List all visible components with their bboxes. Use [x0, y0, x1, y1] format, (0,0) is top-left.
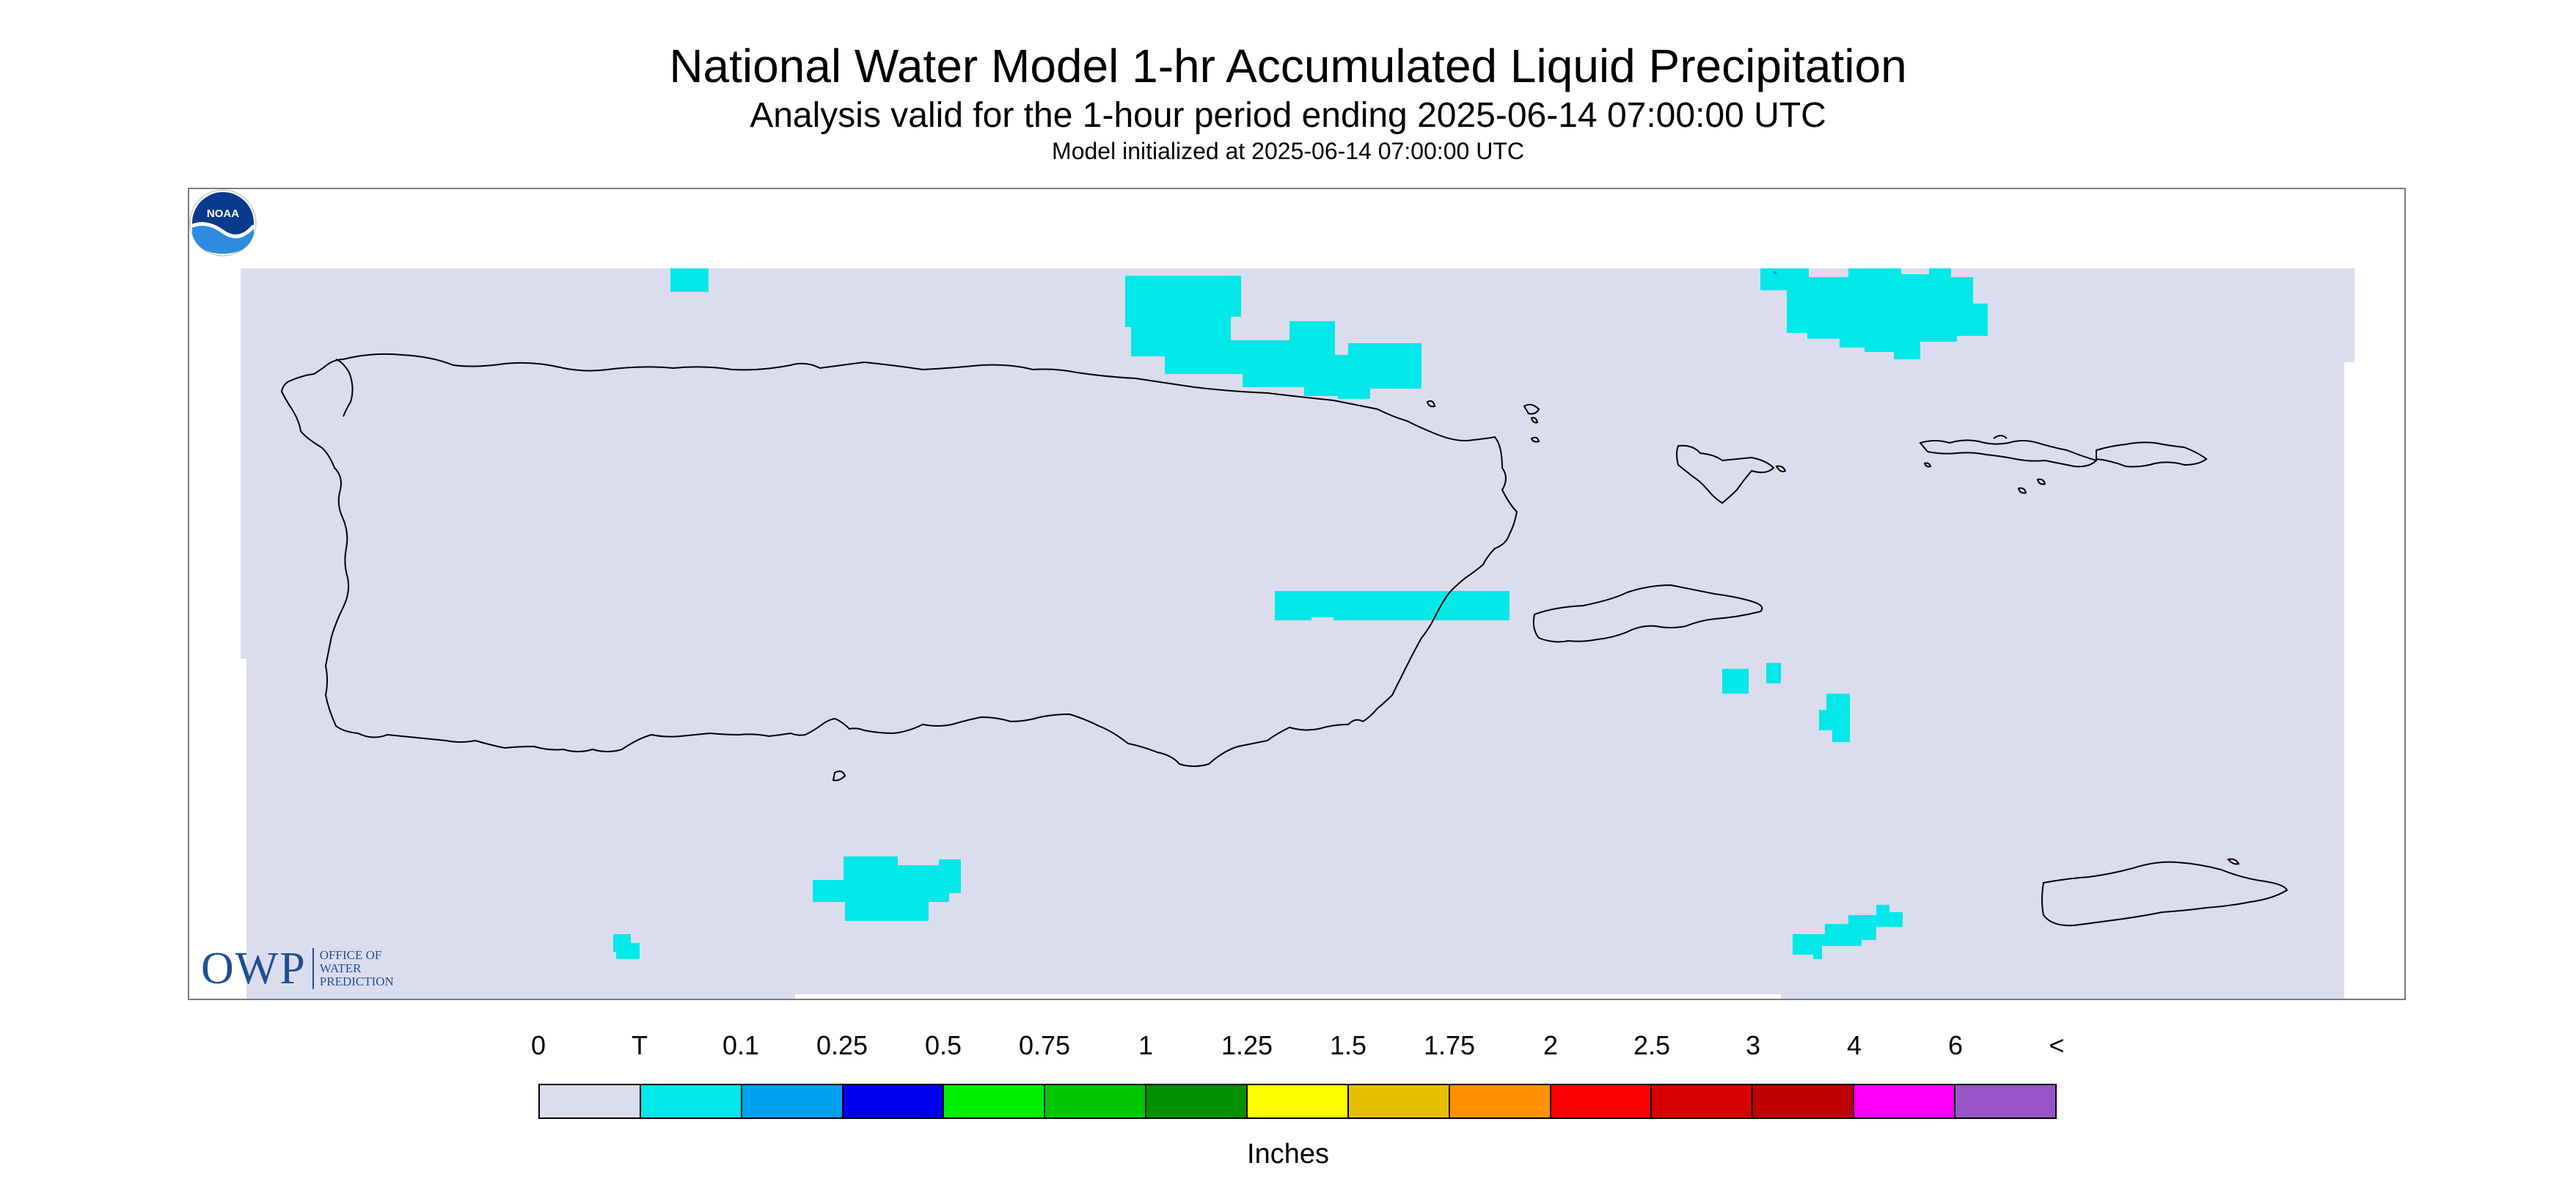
legend-swatch — [640, 1085, 742, 1117]
precip-patch — [670, 268, 709, 292]
legend-swatch — [742, 1085, 844, 1117]
legend-swatch — [1146, 1085, 1248, 1117]
model-init-text: Model initialized at 2025-06-14 07:00:00… — [1052, 138, 1524, 164]
puerto-rico-outline-west — [335, 359, 354, 417]
precip-patch — [813, 856, 961, 921]
owp-logo: OWP OFFICE OF WATER PREDICTION — [201, 943, 394, 994]
owp-logo-line: WATER — [319, 961, 362, 975]
legend-tick-label: 1 — [1138, 1030, 1154, 1060]
map-title: National Water Model 1-hr Accumulated Li… — [669, 40, 1907, 92]
small-cay-3 — [2017, 487, 2027, 494]
precip-patch — [1760, 268, 1988, 359]
owp-logo-text: OFFICE OF WATER PREDICTION — [320, 949, 394, 988]
owp-logo-mark: OWP — [201, 943, 307, 994]
precip-patch — [1819, 694, 1850, 742]
svg-text:NOAA: NOAA — [207, 208, 239, 220]
offshore-cay — [1426, 400, 1436, 408]
legend-tick-label: 2.5 — [1633, 1030, 1671, 1060]
precip-patch — [613, 934, 640, 959]
legend-swatch — [1248, 1085, 1349, 1117]
legend-tick-label: 3 — [1745, 1030, 1761, 1060]
small-cay — [1530, 416, 1539, 424]
legend-units-label: Inches — [1247, 1139, 1329, 1170]
legend-tick-label: 0.5 — [924, 1030, 962, 1060]
legend-tick-label: 2 — [1543, 1030, 1559, 1060]
puerto-rico-coastline — [280, 353, 1518, 767]
map-canvas — [241, 268, 2354, 999]
legend-tick-label: 1.5 — [1329, 1030, 1367, 1060]
legend-tick-label: 1.25 — [1221, 1030, 1273, 1060]
legend-tick-label: 1.75 — [1423, 1030, 1476, 1060]
st-thomas-coastline — [1919, 439, 2098, 468]
legend-swatch — [1551, 1085, 1653, 1117]
culebra-coastline — [1523, 403, 1540, 415]
legend-swatch — [1753, 1085, 1855, 1117]
legend-tick-label: 0.1 — [722, 1030, 760, 1060]
precip-patch — [1774, 271, 1777, 274]
legend-swatch — [1854, 1085, 1956, 1117]
st-john-coastline — [2096, 441, 2208, 468]
precip-patch — [1722, 669, 1749, 694]
legend-tick-label: 0.75 — [1018, 1030, 1071, 1060]
legend-tick-label: 6 — [1947, 1030, 1964, 1060]
model-domain — [241, 268, 2354, 999]
legend-tick-label: < — [2049, 1030, 2065, 1060]
palomino-cay — [1530, 436, 1540, 443]
noaa-logo-icon: NOAA — [189, 189, 257, 257]
legend-swatch — [1045, 1085, 1147, 1117]
legend-tick-labels: 0 T 0.1 0.25 0.5 0.75 1 1.25 1.5 1.75 2 2.5 3 4 6 < — [531, 1029, 2065, 1073]
owp-logo-line: PREDICTION — [319, 974, 394, 988]
coastlines — [280, 353, 2288, 927]
legend-swatch — [540, 1085, 641, 1117]
precip-patch — [1793, 905, 1903, 959]
small-cay-2 — [2036, 478, 2046, 485]
precipitation-patches — [613, 268, 1988, 959]
owp-logo-line: OFFICE OF — [319, 948, 382, 962]
st-thomas-north — [1993, 435, 2008, 439]
culebrita-islet — [1775, 465, 1787, 473]
legend-tick-label: 0.25 — [816, 1030, 868, 1060]
st-croix-coastline — [2041, 861, 2288, 927]
legend-swatch — [1348, 1085, 1450, 1117]
map-subtitle: Analysis valid for the 1-hour period end… — [750, 96, 1826, 135]
map-frame: OWP OFFICE OF WATER PREDICTION NOAA — [188, 188, 2406, 1000]
vieques-coastline — [1532, 584, 1763, 643]
precip-patch — [1766, 663, 1781, 683]
legend-swatch — [944, 1085, 1046, 1117]
bvi-islets — [1923, 462, 1932, 468]
owp-logo-divider — [312, 948, 314, 989]
caja-de-muertos — [832, 770, 846, 782]
legend-swatch — [1449, 1085, 1551, 1117]
legend-tick-label: 0 — [530, 1030, 546, 1060]
legend-swatch — [1652, 1085, 1754, 1117]
legend-swatch — [1955, 1085, 2055, 1117]
buck-island — [2227, 858, 2240, 865]
precip-patch — [1275, 591, 1510, 620]
legend-swatch — [843, 1085, 945, 1117]
legend-tick-label: 4 — [1846, 1030, 1862, 1060]
legend-color-bar — [538, 1084, 2057, 1119]
precip-patch — [1125, 276, 1421, 399]
culebra-island — [1676, 444, 1775, 504]
legend-tick-label: T — [632, 1030, 648, 1060]
